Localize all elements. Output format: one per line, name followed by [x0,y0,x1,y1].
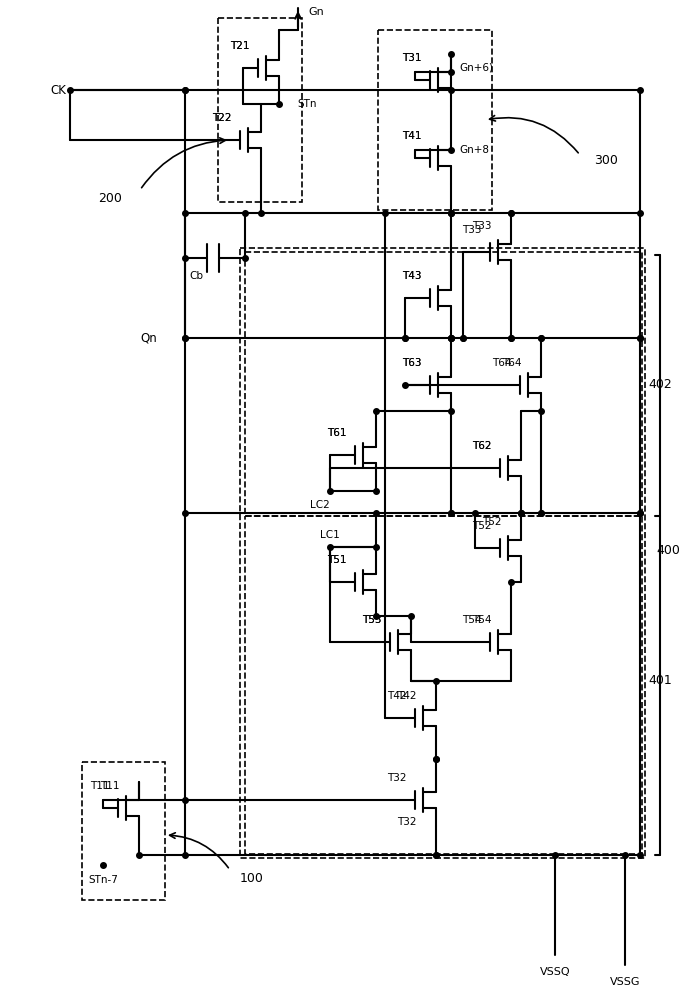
Text: T43: T43 [402,271,422,281]
Text: Gn+8: Gn+8 [459,145,489,155]
Text: STn: STn [297,99,316,109]
Text: T51: T51 [327,555,347,565]
Text: 100: 100 [240,871,264,884]
Text: STn-7: STn-7 [88,875,118,885]
Text: T33: T33 [472,221,492,231]
Text: T51: T51 [327,555,347,565]
Text: T53: T53 [362,615,382,625]
Bar [245,252,642,516]
Text: T61: T61 [327,428,347,438]
Text: 200: 200 [98,192,122,205]
Text: Gn+6): Gn+6) [459,62,493,72]
Text: LC1: LC1 [320,530,340,540]
Text: T54: T54 [462,615,482,625]
Text: VSSQ: VSSQ [540,967,571,977]
Text: VSSG: VSSG [610,977,640,987]
Text: T52: T52 [482,517,501,527]
Text: Gn: Gn [308,7,324,17]
Text: T22: T22 [212,113,232,123]
Text: T63: T63 [402,358,422,368]
Text: T62: T62 [472,441,492,451]
Text: T53: T53 [362,615,382,625]
Text: T42: T42 [397,691,416,701]
Text: T62: T62 [472,441,492,451]
Bar [378,30,492,210]
Text: T11: T11 [90,781,110,791]
Text: T31: T31 [402,53,422,63]
Text: T61: T61 [327,428,347,438]
Text: 400: 400 [656,544,680,556]
Bar [218,18,302,202]
Text: T42: T42 [387,691,407,701]
Text: T41: T41 [402,131,422,141]
Bar [240,248,645,858]
Text: T33: T33 [462,225,482,235]
Text: T43: T43 [402,271,422,281]
Text: Cb: Cb [189,271,203,281]
Text: T32: T32 [387,773,407,783]
Text: T64: T64 [502,358,522,368]
Text: CK: CK [50,84,66,97]
Text: 401: 401 [648,674,672,686]
Text: T54: T54 [472,615,492,625]
Text: T21: T21 [230,41,250,51]
Text: 402: 402 [648,378,672,391]
Text: Qn: Qn [140,332,157,344]
Text: T63: T63 [402,358,422,368]
Text: T64: T64 [493,358,512,368]
Text: 300: 300 [594,153,618,166]
Text: T52: T52 [472,521,492,531]
Bar [82,762,165,900]
Text: T22: T22 [212,113,232,123]
Bar [245,516,642,854]
Text: T21: T21 [230,41,250,51]
Text: LC2: LC2 [310,500,330,510]
Text: T31: T31 [402,53,422,63]
Text: T41: T41 [402,131,422,141]
Text: T32: T32 [397,817,416,827]
Text: T11: T11 [100,781,120,791]
